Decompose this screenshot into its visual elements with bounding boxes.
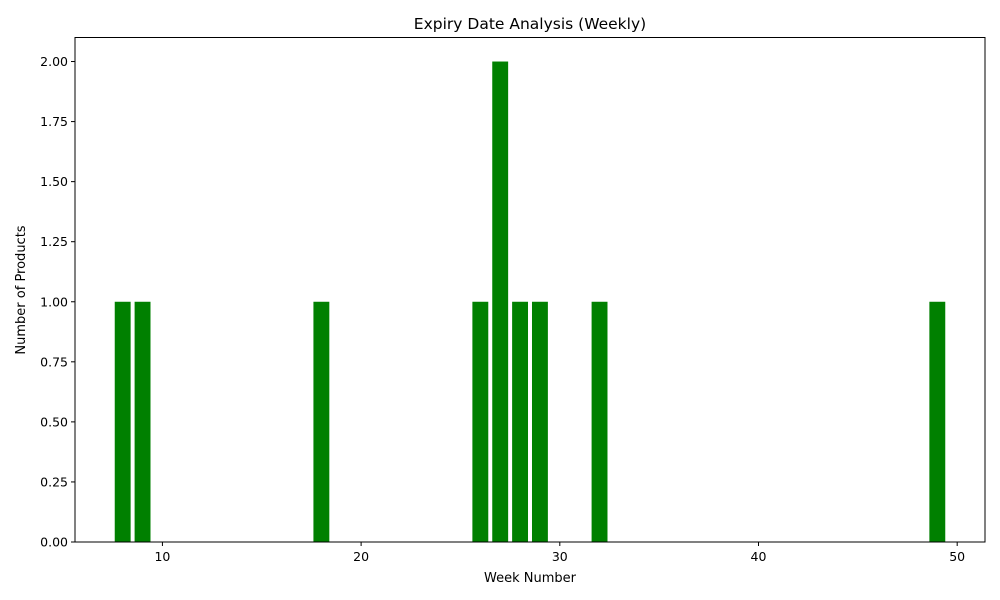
bar-week-8 — [115, 302, 131, 542]
y-tick-label: 2.00 — [40, 54, 68, 69]
x-axis-label: Week Number — [484, 571, 577, 586]
bar-week-28 — [512, 302, 528, 542]
chart-title: Expiry Date Analysis (Weekly) — [414, 15, 646, 33]
x-tick-label: 10 — [154, 549, 170, 564]
y-tick-label: 0.25 — [40, 474, 68, 489]
bar-week-9 — [135, 302, 151, 542]
y-tick-label: 1.00 — [40, 294, 68, 309]
x-tick-label: 20 — [353, 549, 369, 564]
x-tick-label: 40 — [751, 549, 767, 564]
bar-week-26 — [472, 302, 488, 542]
bar-week-27 — [492, 62, 508, 542]
y-tick-label: 1.75 — [40, 114, 68, 129]
x-tick-label: 30 — [552, 549, 568, 564]
bar-week-32 — [592, 302, 608, 542]
y-tick-label: 0.00 — [40, 535, 68, 550]
bar-week-18 — [313, 302, 329, 542]
y-tick-label: 0.75 — [40, 354, 68, 369]
y-axis-label: Number of Products — [14, 225, 29, 354]
x-tick-label: 50 — [949, 549, 965, 564]
bar-week-49 — [929, 302, 945, 542]
y-tick-label: 1.25 — [40, 234, 68, 249]
y-tick-label: 1.50 — [40, 174, 68, 189]
bar-week-29 — [532, 302, 548, 542]
y-tick-label: 0.50 — [40, 414, 68, 429]
